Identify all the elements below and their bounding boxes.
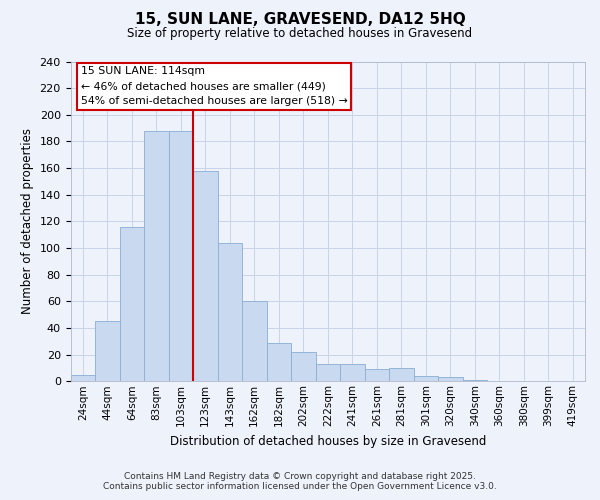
Bar xyxy=(316,364,340,382)
Bar xyxy=(169,131,193,382)
Bar xyxy=(463,380,487,382)
Bar xyxy=(266,342,291,382)
Bar xyxy=(144,131,169,382)
Bar xyxy=(389,368,413,382)
Bar xyxy=(242,302,266,382)
Bar xyxy=(119,226,144,382)
Bar xyxy=(413,376,438,382)
Bar xyxy=(365,370,389,382)
Bar xyxy=(218,242,242,382)
Bar xyxy=(71,374,95,382)
Text: 15, SUN LANE, GRAVESEND, DA12 5HQ: 15, SUN LANE, GRAVESEND, DA12 5HQ xyxy=(134,12,466,28)
Text: Size of property relative to detached houses in Gravesend: Size of property relative to detached ho… xyxy=(127,26,473,40)
X-axis label: Distribution of detached houses by size in Gravesend: Distribution of detached houses by size … xyxy=(170,434,486,448)
Bar xyxy=(193,171,218,382)
Bar xyxy=(340,364,365,382)
Text: Contains HM Land Registry data © Crown copyright and database right 2025.
Contai: Contains HM Land Registry data © Crown c… xyxy=(103,472,497,491)
Bar xyxy=(291,352,316,382)
Y-axis label: Number of detached properties: Number of detached properties xyxy=(21,128,34,314)
Bar xyxy=(95,322,119,382)
Text: 15 SUN LANE: 114sqm
← 46% of detached houses are smaller (449)
54% of semi-detac: 15 SUN LANE: 114sqm ← 46% of detached ho… xyxy=(81,66,347,106)
Bar xyxy=(438,378,463,382)
